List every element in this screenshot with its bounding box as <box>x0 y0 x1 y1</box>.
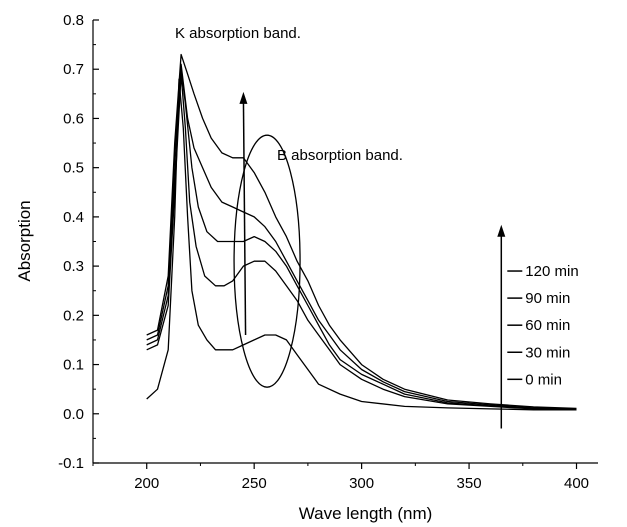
x-tick-label: 250 <box>242 475 267 492</box>
series-line-0 <box>146 78 577 411</box>
b-band-ellipse <box>233 134 301 388</box>
legend-label-4: 120 min <box>525 263 578 280</box>
series-line-1 <box>146 73 577 411</box>
x-axis-title: Wave length (nm) <box>299 504 433 523</box>
legend-label-2: 60 min <box>525 317 570 334</box>
y-tick-label: 0.7 <box>63 61 84 78</box>
y-tick-label: 0.5 <box>63 160 84 177</box>
y-tick-label: 0.1 <box>63 357 84 374</box>
y-tick-label: 0.0 <box>63 406 84 423</box>
y-tick-label: 0.6 <box>63 110 84 127</box>
y-axis-title: Absorption <box>15 200 34 281</box>
y-tick-label: 0.8 <box>63 12 84 29</box>
series-lines <box>146 53 577 411</box>
y-tick-label: 0.4 <box>63 209 84 226</box>
y-tick-label: 0.2 <box>63 307 84 324</box>
series-line-4 <box>146 53 577 410</box>
x-tick-label: 300 <box>349 475 374 492</box>
k-band-label: K absorption band. <box>175 25 301 42</box>
b-band-arrow-head <box>239 91 248 104</box>
series-line-2 <box>146 68 577 410</box>
x-tick-label: 350 <box>457 475 482 492</box>
axes: -0.1 0.0 0.1 0.2 0.3 0.4 0.5 0.6 0.7 0.8 200 250 300… <box>15 12 598 523</box>
legend-label-0: 0 min <box>525 371 562 388</box>
x-tick-label: 200 <box>134 475 159 492</box>
legend-label-1: 30 min <box>525 344 570 361</box>
x-tick-label: 400 <box>564 475 589 492</box>
legend-label-3: 90 min <box>525 290 570 307</box>
legend: 0 min 30 min 60 min 90 min 120 min <box>497 224 579 429</box>
b-band-label: B absorption band. <box>277 147 403 164</box>
series-line-3 <box>146 63 577 410</box>
y-tick-label: 0.3 <box>63 258 84 275</box>
b-band-arrow-shaft <box>242 98 247 336</box>
y-tick-label: -0.1 <box>58 455 84 472</box>
legend-arrow-head <box>497 224 506 237</box>
annotations: K absorption band. B absorption band. <box>175 25 403 388</box>
